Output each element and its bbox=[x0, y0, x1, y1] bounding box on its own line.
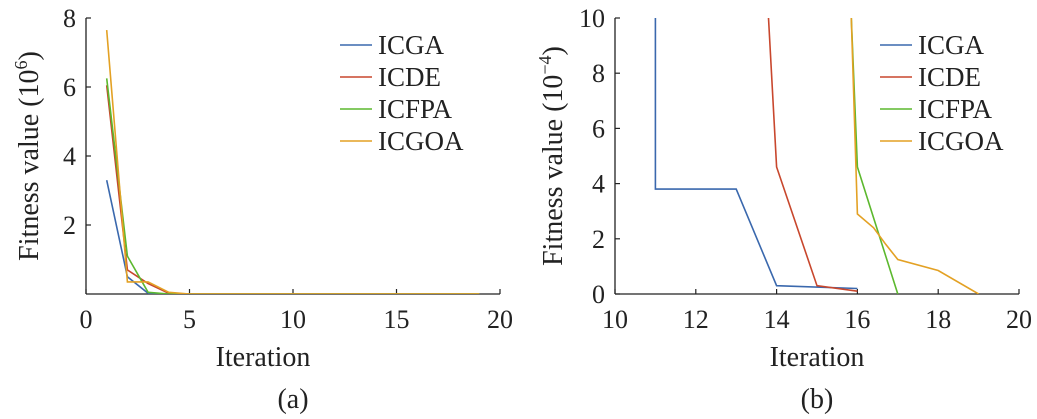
x-tick-label: 16 bbox=[844, 305, 870, 334]
y-tick-label: 6 bbox=[63, 73, 76, 102]
series-line-icga bbox=[654, 18, 858, 290]
series-line-icfpa bbox=[105, 78, 480, 294]
series-line-icga bbox=[105, 180, 480, 294]
legend-label: ICDE bbox=[378, 62, 441, 92]
panel-caption: (a) bbox=[277, 384, 308, 415]
y-tick-label: 6 bbox=[592, 114, 605, 143]
x-tick-label: 12 bbox=[683, 305, 709, 334]
legend-label: ICGOA bbox=[378, 126, 464, 156]
y-axis-title-exponent: −4 bbox=[535, 55, 555, 74]
series-line-icgoa bbox=[105, 30, 480, 294]
legend-label: ICGA bbox=[378, 30, 444, 60]
x-tick-label: 10 bbox=[602, 305, 628, 334]
x-tick-label: 20 bbox=[1006, 305, 1032, 334]
y-axis-title-close: ) bbox=[538, 46, 569, 55]
series-line-icfpa bbox=[850, 18, 899, 294]
y-axis-title: Fitness value (10−4) bbox=[535, 46, 569, 266]
y-tick-label: 4 bbox=[592, 170, 605, 199]
x-tick-label: 18 bbox=[925, 305, 951, 334]
y-tick-label: 0 bbox=[592, 280, 605, 309]
panel-caption: (b) bbox=[801, 384, 834, 415]
legend-label: ICGOA bbox=[918, 126, 1004, 156]
x-tick-label: 10 bbox=[280, 305, 306, 334]
y-tick-label: 8 bbox=[63, 4, 76, 33]
y-axis-title: Fitness value (106) bbox=[11, 51, 45, 261]
y-axis-title-base: Fitness value (10 bbox=[538, 75, 569, 266]
x-axis-title: Iteration bbox=[770, 342, 865, 373]
x-tick-label: 14 bbox=[764, 305, 790, 334]
x-tick-label: 20 bbox=[487, 305, 513, 334]
y-tick-label: 4 bbox=[63, 142, 76, 171]
legend-label: ICDE bbox=[918, 62, 981, 92]
y-tick-label: 8 bbox=[592, 59, 605, 88]
y-axis-title-exponent: 6 bbox=[11, 61, 31, 70]
y-axis-title-base: Fitness value (10 bbox=[14, 70, 45, 261]
series-line-icde bbox=[767, 18, 858, 292]
legend-label: ICFPA bbox=[378, 94, 453, 124]
series-line-icgoa bbox=[850, 18, 980, 294]
legend-label: ICFPA bbox=[918, 94, 993, 124]
y-tick-label: 2 bbox=[592, 225, 605, 254]
y-axis-title-close: ) bbox=[14, 51, 45, 60]
x-tick-label: 15 bbox=[384, 305, 410, 334]
x-tick-label: 0 bbox=[80, 305, 93, 334]
x-axis-title: Iteration bbox=[216, 342, 311, 373]
x-tick-label: 5 bbox=[183, 305, 196, 334]
y-tick-label: 2 bbox=[63, 211, 76, 240]
legend-label: ICGA bbox=[918, 30, 984, 60]
panel-b: 10 12 14 16 18 20 0 2 4 6 8 10 Iteration Fitness valu… bbox=[535, 4, 1032, 415]
y-tick-label: 10 bbox=[579, 4, 605, 33]
